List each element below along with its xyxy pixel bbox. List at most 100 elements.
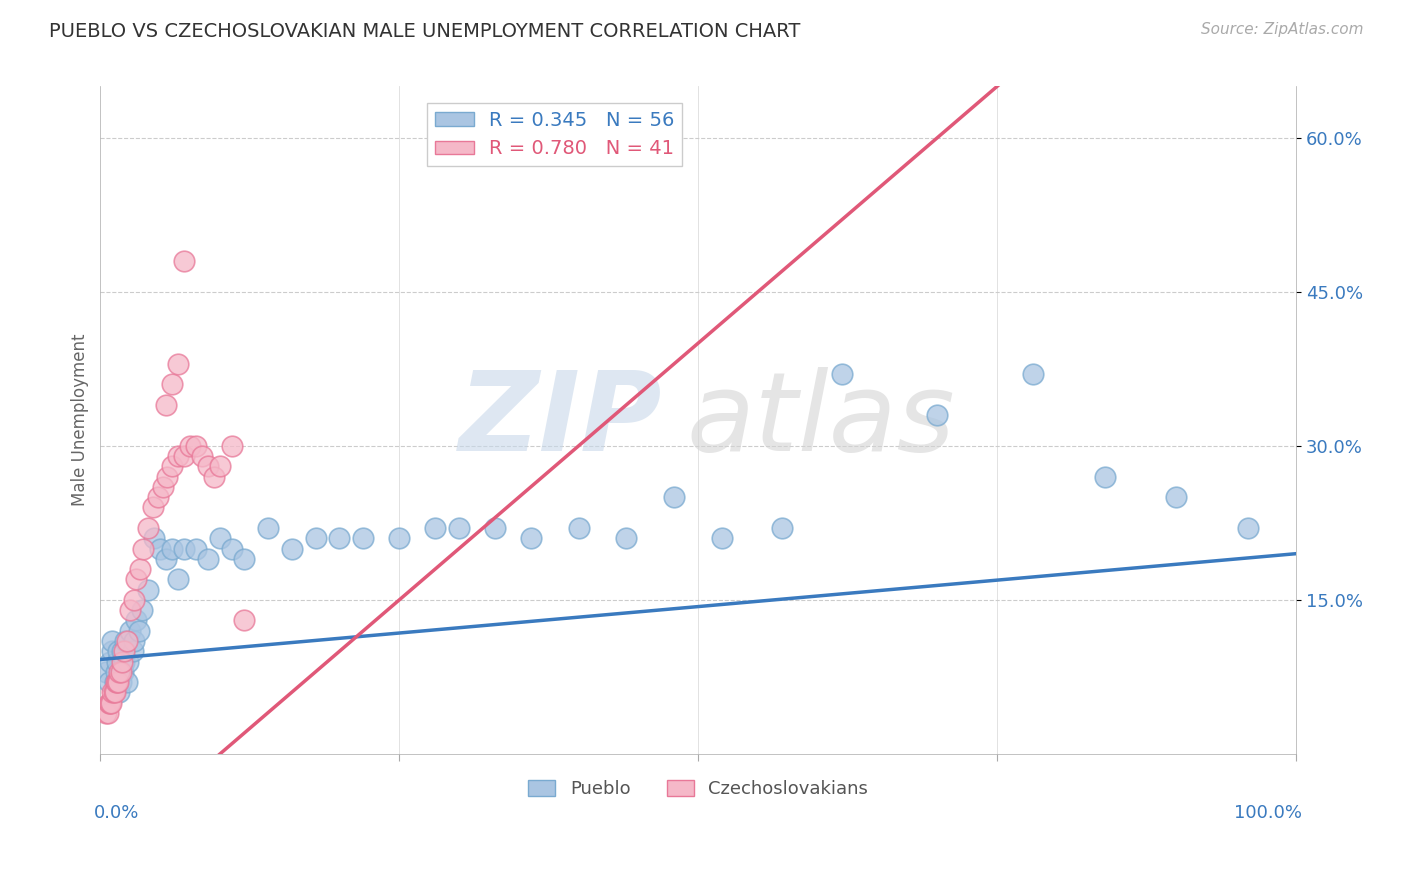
Text: PUEBLO VS CZECHOSLOVAKIAN MALE UNEMPLOYMENT CORRELATION CHART: PUEBLO VS CZECHOSLOVAKIAN MALE UNEMPLOYM… bbox=[49, 22, 800, 41]
Point bbox=[232, 551, 254, 566]
Point bbox=[711, 531, 734, 545]
Point bbox=[167, 449, 190, 463]
Point bbox=[146, 490, 169, 504]
Point bbox=[104, 685, 127, 699]
Point bbox=[96, 706, 118, 720]
Point bbox=[304, 531, 326, 545]
Point bbox=[1022, 367, 1045, 381]
Point bbox=[770, 521, 793, 535]
Text: ZIP: ZIP bbox=[458, 367, 662, 474]
Point bbox=[121, 644, 143, 658]
Point bbox=[117, 655, 139, 669]
Point bbox=[197, 459, 219, 474]
Point bbox=[104, 675, 127, 690]
Point bbox=[132, 541, 155, 556]
Point bbox=[202, 469, 225, 483]
Point bbox=[136, 521, 159, 535]
Point bbox=[568, 521, 591, 535]
Point bbox=[160, 377, 183, 392]
Point bbox=[112, 665, 135, 679]
Point bbox=[232, 614, 254, 628]
Legend: Pueblo, Czechoslovakians: Pueblo, Czechoslovakians bbox=[522, 772, 876, 805]
Point bbox=[221, 439, 243, 453]
Point bbox=[105, 675, 128, 690]
Point bbox=[107, 675, 129, 690]
Point bbox=[208, 459, 231, 474]
Point bbox=[128, 624, 150, 638]
Point bbox=[197, 551, 219, 566]
Point bbox=[96, 706, 118, 720]
Point bbox=[101, 644, 124, 658]
Point bbox=[108, 665, 131, 679]
Point bbox=[110, 675, 132, 690]
Point bbox=[152, 480, 174, 494]
Point bbox=[105, 655, 128, 669]
Point bbox=[520, 531, 543, 545]
Point bbox=[1237, 521, 1260, 535]
Point bbox=[447, 521, 470, 535]
Point bbox=[664, 490, 686, 504]
Point bbox=[97, 675, 120, 690]
Point bbox=[110, 665, 132, 679]
Point bbox=[179, 439, 201, 453]
Point bbox=[927, 408, 949, 422]
Point bbox=[184, 541, 207, 556]
Point bbox=[125, 614, 148, 628]
Point bbox=[256, 521, 278, 535]
Point bbox=[160, 459, 183, 474]
Point bbox=[122, 593, 145, 607]
Point bbox=[208, 531, 231, 545]
Point bbox=[97, 696, 120, 710]
Point bbox=[131, 603, 153, 617]
Point bbox=[388, 531, 411, 545]
Point bbox=[120, 624, 142, 638]
Point bbox=[103, 685, 125, 699]
Point bbox=[104, 675, 127, 690]
Text: 100.0%: 100.0% bbox=[1234, 804, 1302, 822]
Point bbox=[98, 655, 121, 669]
Text: Source: ZipAtlas.com: Source: ZipAtlas.com bbox=[1201, 22, 1364, 37]
Point bbox=[167, 573, 190, 587]
Point bbox=[1166, 490, 1188, 504]
Point bbox=[616, 531, 638, 545]
Point bbox=[111, 644, 134, 658]
Point bbox=[112, 655, 135, 669]
Point bbox=[352, 531, 374, 545]
Point bbox=[122, 634, 145, 648]
Point bbox=[128, 562, 150, 576]
Point bbox=[173, 254, 195, 268]
Point bbox=[111, 655, 134, 669]
Point bbox=[104, 665, 127, 679]
Point bbox=[149, 541, 172, 556]
Y-axis label: Male Unemployment: Male Unemployment bbox=[72, 334, 89, 507]
Point bbox=[98, 696, 121, 710]
Point bbox=[184, 439, 207, 453]
Point bbox=[101, 634, 124, 648]
Point bbox=[173, 449, 195, 463]
Point bbox=[160, 541, 183, 556]
Point bbox=[96, 665, 118, 679]
Point bbox=[143, 531, 166, 545]
Point bbox=[1094, 469, 1116, 483]
Point bbox=[136, 582, 159, 597]
Point bbox=[221, 541, 243, 556]
Point bbox=[423, 521, 446, 535]
Point bbox=[114, 634, 136, 648]
Point bbox=[484, 521, 506, 535]
Point bbox=[155, 551, 177, 566]
Text: 0.0%: 0.0% bbox=[94, 804, 139, 822]
Point bbox=[167, 357, 190, 371]
Point bbox=[156, 469, 179, 483]
Point bbox=[191, 449, 214, 463]
Text: atlas: atlas bbox=[686, 367, 955, 474]
Point bbox=[831, 367, 853, 381]
Point bbox=[125, 573, 148, 587]
Point bbox=[155, 398, 177, 412]
Point bbox=[280, 541, 302, 556]
Point bbox=[328, 531, 350, 545]
Point bbox=[101, 685, 124, 699]
Point bbox=[142, 500, 165, 515]
Point bbox=[120, 603, 142, 617]
Point bbox=[108, 685, 131, 699]
Point bbox=[100, 696, 122, 710]
